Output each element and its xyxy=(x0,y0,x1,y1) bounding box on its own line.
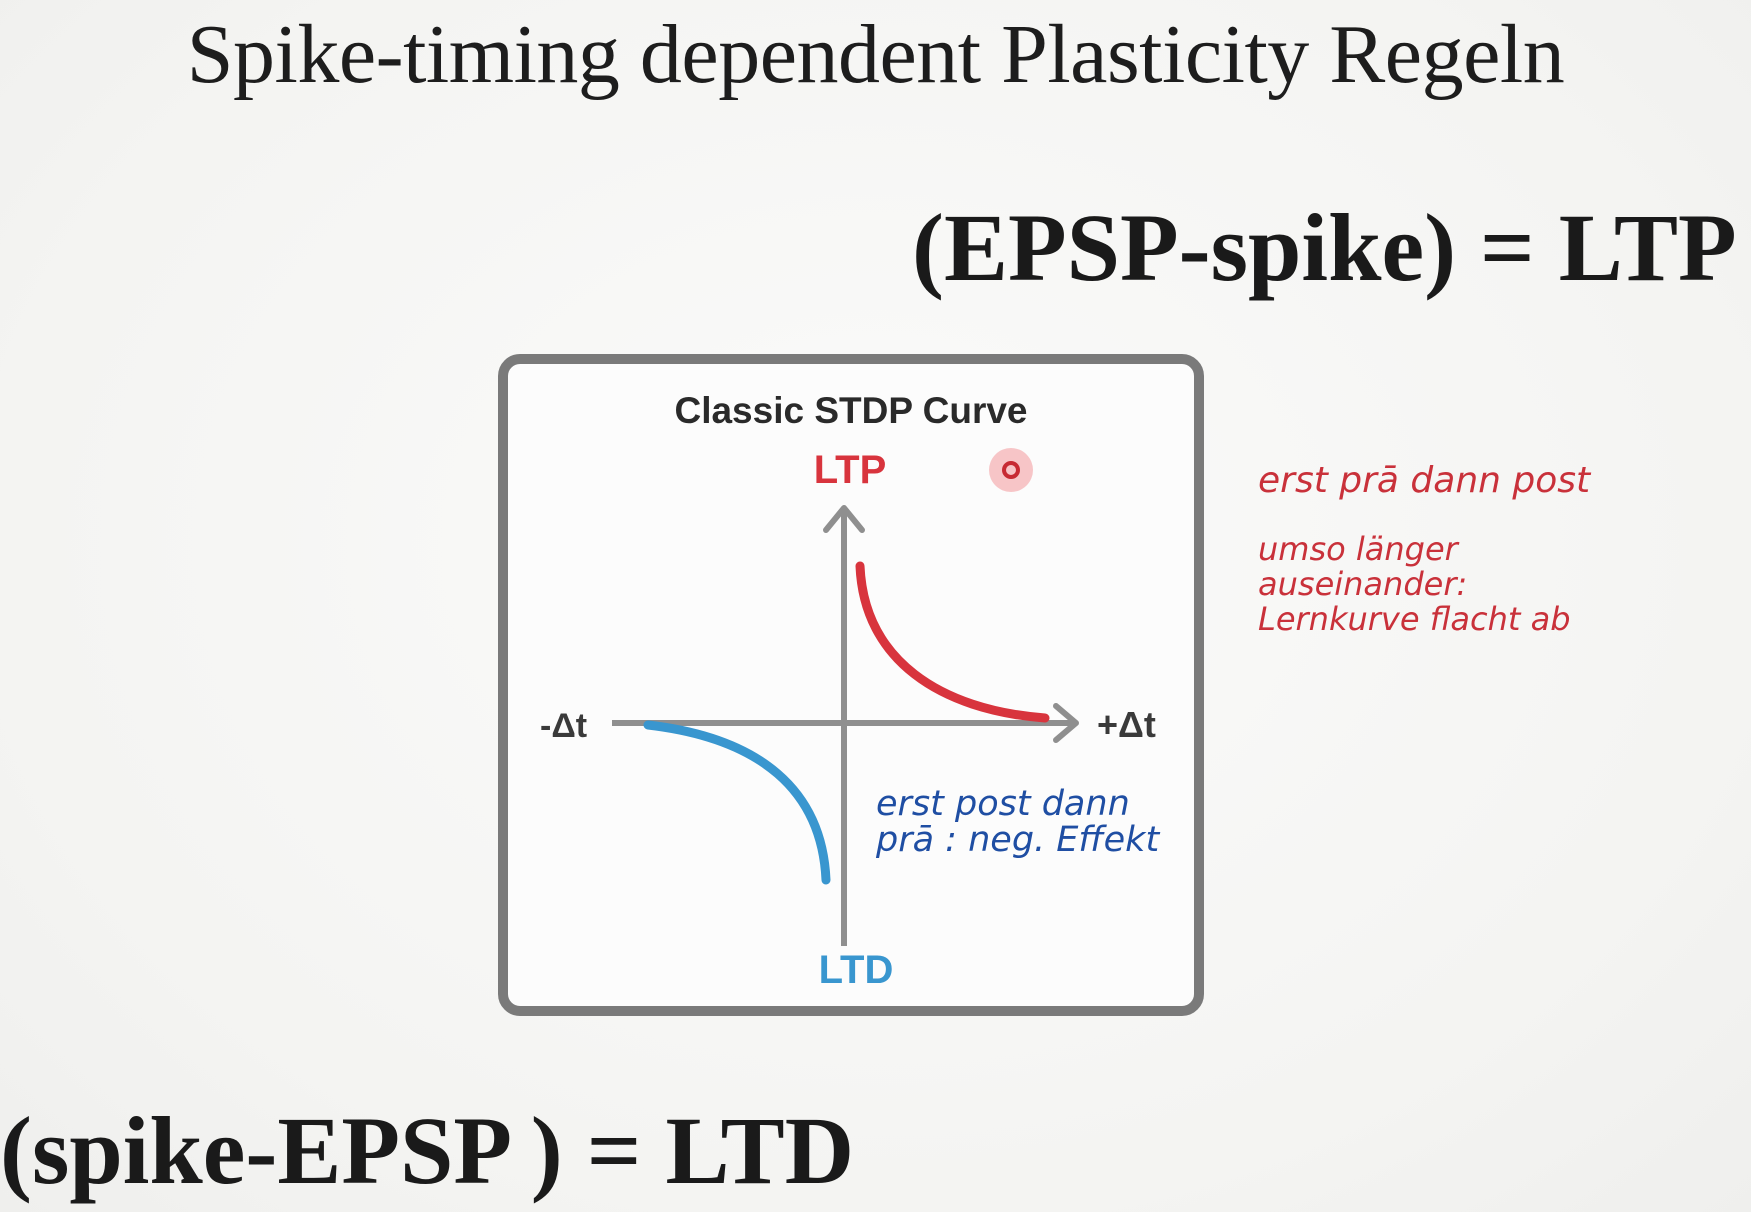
ltp-axis-label: LTP xyxy=(814,448,887,492)
note-blue-line-1: erst post dann xyxy=(876,784,1130,824)
note-red-line-4: Lernkurve flacht ab xyxy=(1258,600,1571,638)
ltd-equation: (spike-EPSP ) = LTD xyxy=(0,1097,855,1204)
ltp-curve xyxy=(855,561,1050,723)
figure-title: Classic STDP Curve xyxy=(674,390,1027,431)
vertical-axis xyxy=(823,505,865,946)
ltd-curve xyxy=(643,720,831,885)
slide-title: Spike-timing dependent Plasticity Regeln xyxy=(186,8,1565,101)
note-red-line-1: erst prā dann post xyxy=(1258,460,1591,501)
stdp-figure-frame xyxy=(498,354,1204,1016)
pos-delta-t-label: +Δt xyxy=(1097,704,1156,745)
note-red-line-3: auseinander: xyxy=(1258,565,1468,603)
note-red-line-2: umso länger xyxy=(1258,530,1458,568)
ltp-equation: (EPSP-spike) = LTP xyxy=(912,194,1737,301)
note-blue-line-2: prā : neg. Effekt xyxy=(876,820,1160,860)
neg-delta-t-label: -Δt xyxy=(540,707,587,745)
ltd-axis-label: LTD xyxy=(819,948,894,992)
horizontal-axis xyxy=(612,703,1079,743)
pointer-dot-icon xyxy=(989,448,1033,492)
